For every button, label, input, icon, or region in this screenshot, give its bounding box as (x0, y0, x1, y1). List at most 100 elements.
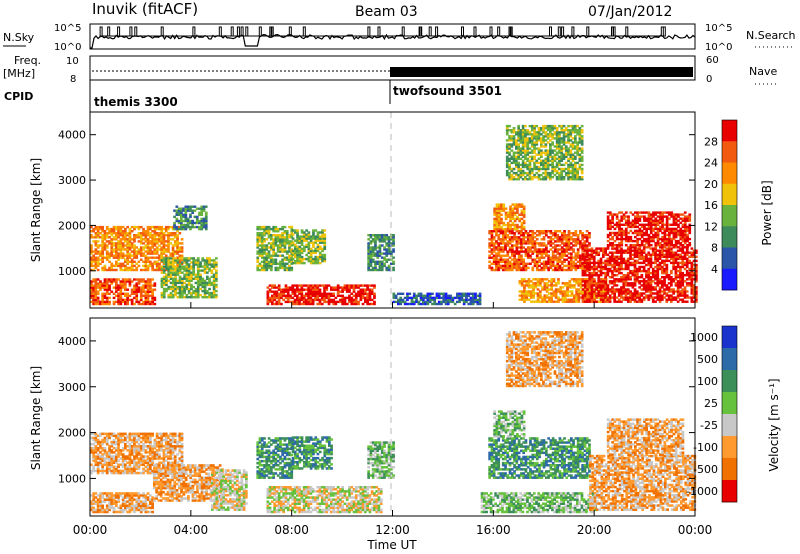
power-echo-cell (105, 258, 109, 261)
power-echo-cell (190, 291, 193, 295)
power-echo-cell (206, 277, 209, 280)
power-echo-cell (517, 230, 521, 233)
power-echo-cell (649, 276, 653, 279)
power-echo-cell (121, 252, 125, 255)
power-echo-cell (611, 265, 614, 269)
power-echo-cell (320, 298, 324, 302)
power-echo-cell (196, 279, 200, 282)
power-echo-cell (579, 290, 583, 293)
power-echo-cell (638, 261, 641, 265)
power-echo-cell (590, 284, 594, 287)
power-echo-cell (499, 238, 503, 241)
power-echo-cell (520, 225, 524, 229)
power-echo-cell (565, 248, 569, 251)
power-echo-cell (462, 300, 466, 304)
power-echo-cell (674, 282, 678, 285)
power-echo-cell (173, 227, 176, 231)
power-echo-cell (291, 302, 295, 306)
power-echo-cell (515, 246, 519, 249)
power-echo-cell (517, 246, 521, 249)
power-echo-cell (320, 284, 324, 287)
power-echo-cell (309, 237, 313, 240)
power-echo-cell (525, 292, 528, 295)
power-echo-cell (559, 288, 563, 291)
power-echo-cell (516, 215, 519, 219)
power-echo-cell (683, 257, 687, 260)
power-echo-cell (137, 282, 141, 285)
power-echo-cell (288, 250, 291, 253)
power-echo-cell (103, 296, 107, 300)
power-echo-cell (518, 298, 522, 301)
power-echo-cell (661, 211, 664, 214)
power-echo-cell (90, 246, 93, 249)
power-echo-cell (428, 294, 432, 297)
power-echo-cell (672, 229, 676, 233)
power-echo-cell (146, 284, 150, 287)
power-echo-cell (676, 249, 680, 252)
power-echo-cell (683, 253, 687, 256)
power-echo-cell (663, 282, 666, 285)
power-echo-cell (318, 241, 322, 244)
power-echo-cell (176, 281, 180, 285)
power-echo-cell (547, 262, 550, 265)
power-echo-cell (608, 298, 612, 301)
power-echo-cell (640, 211, 644, 214)
power-echo-cell (169, 296, 173, 299)
power-echo-cell (160, 259, 164, 262)
power-echo-cell (624, 237, 628, 241)
power-echo-cell (203, 296, 207, 299)
power-echo-cell (314, 247, 318, 251)
nsky-panel: N.Sky 10^5 10^0 10^5 10^0 N.Search (3, 23, 796, 53)
power-echo-cell (128, 234, 132, 237)
power-echo-cell (501, 264, 505, 268)
power-echo-cell (620, 267, 623, 271)
power-echo-cell (613, 269, 616, 273)
power-echo-cell (435, 296, 439, 300)
power-echo-cell (302, 288, 306, 291)
power-echo-cell (504, 244, 507, 247)
power-echo-cell (184, 217, 188, 221)
power-echo-cell (196, 269, 200, 272)
power-echo-cell (265, 248, 269, 251)
power-echo-cell (526, 254, 530, 257)
power-echo-cell (520, 203, 524, 206)
power-echo-cell (169, 269, 173, 272)
power-echo-cell (268, 296, 272, 300)
power-echo-cell (563, 244, 566, 247)
power-echo-cell (523, 300, 526, 303)
power-echo-cell (595, 282, 598, 285)
power-echo-cell (629, 300, 632, 303)
power-echo-cell (121, 292, 125, 295)
power-echo-cell (633, 290, 637, 293)
power-echo-cell (290, 225, 294, 229)
power-echo-cell (508, 250, 512, 253)
power-echo-cell (592, 263, 596, 267)
power-echo-cell (133, 256, 136, 259)
power-echo-cell (556, 252, 560, 255)
power-echo-cell (90, 280, 93, 283)
power-echo-cell (173, 242, 177, 245)
power-echo-cell (94, 296, 98, 300)
power-echo-cell (611, 296, 614, 299)
power-echo-cell (522, 260, 525, 263)
power-echo-cell (627, 231, 630, 235)
power-echo-cell (661, 267, 664, 271)
power-echo-cell (674, 290, 678, 293)
power-echo-cell (551, 264, 555, 268)
power-echo-cell (508, 256, 512, 259)
power-echo-cell (184, 219, 188, 223)
power-echo-cell (608, 257, 612, 260)
power-echo-cell (327, 298, 331, 302)
power-echo-cell (659, 215, 662, 218)
power-echo-cell (627, 221, 630, 224)
power-echo-cell (260, 240, 264, 243)
power-echo-cell (108, 284, 111, 287)
power-echo-cell (380, 252, 384, 255)
power-echo-cell (410, 302, 414, 306)
power-echo-cell (600, 300, 603, 303)
power-echo-cell (121, 268, 125, 272)
power-echo-cell (490, 240, 494, 243)
power-echo-cell (144, 280, 148, 283)
power-echo-cell (208, 277, 211, 280)
power-echo-cell (424, 302, 427, 306)
